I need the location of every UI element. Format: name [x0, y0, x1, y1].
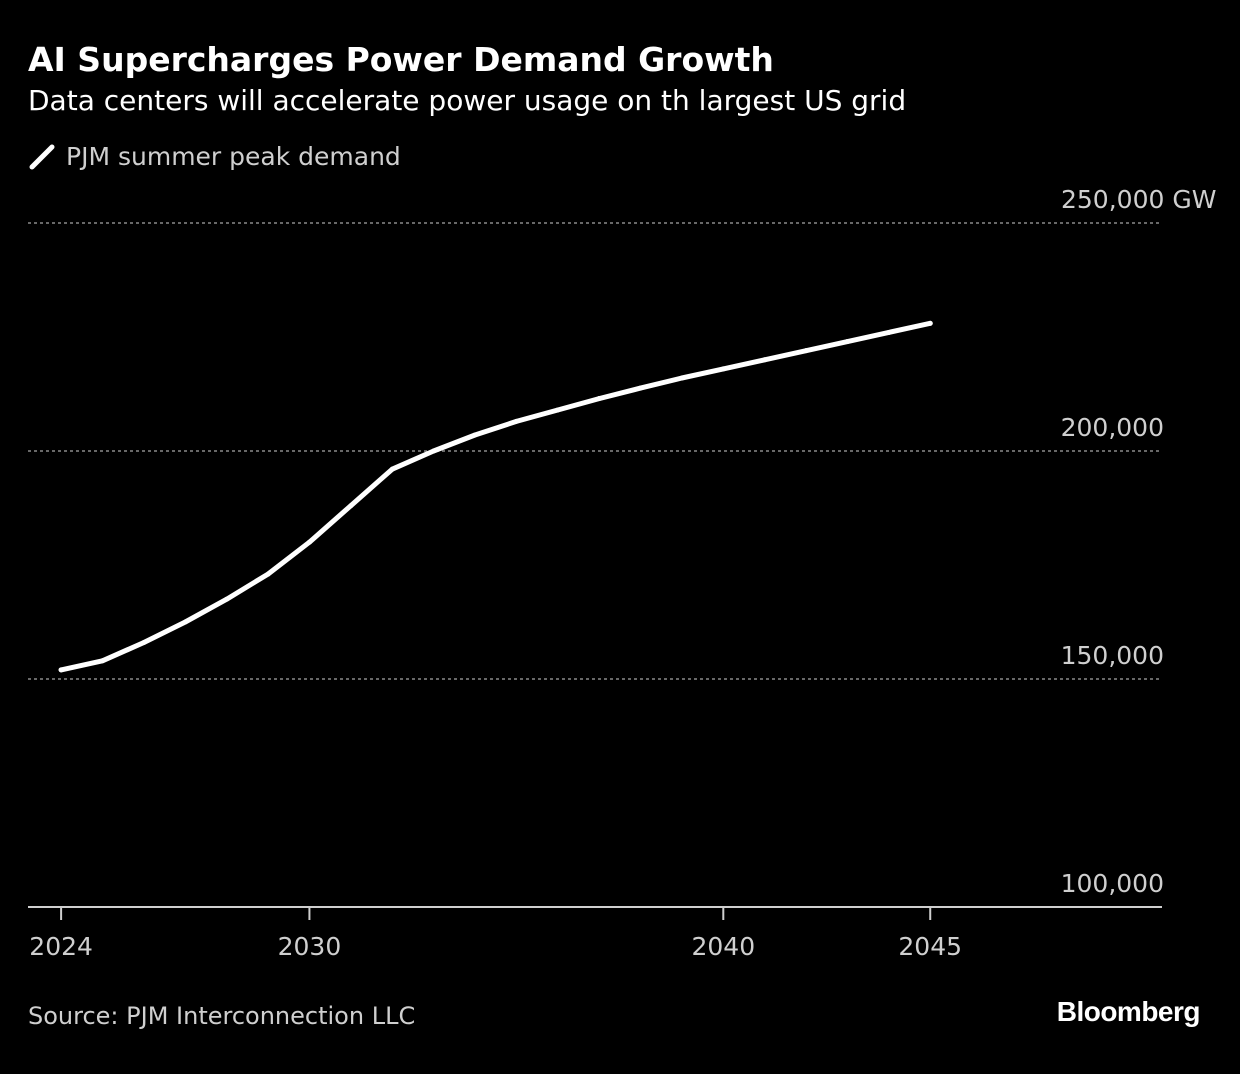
data-point: [513, 418, 519, 424]
x-tick-label: 2040: [691, 932, 755, 961]
data-point: [472, 432, 478, 438]
chart-title: AI Supercharges Power Demand Growth: [28, 40, 774, 79]
data-point: [141, 640, 147, 646]
x-axis: [28, 906, 1162, 920]
legend: PJM summer peak demand: [28, 142, 401, 171]
data-point: [555, 407, 561, 413]
data-point: [803, 348, 809, 354]
chart-subtitle: Data centers will accelerate power usage…: [28, 84, 907, 117]
y-tick-label: 150,000: [1061, 641, 1164, 670]
legend-line-icon: [29, 144, 55, 169]
data-point: [99, 658, 105, 664]
data-point: [927, 320, 933, 326]
data-point: [762, 357, 768, 363]
source-note: Source: PJM Interconnection LLC: [28, 1002, 416, 1030]
y-axis-labels: 100,000 150,000 200,000 250,000 GW: [1061, 185, 1217, 898]
y-tick-label: 200,000: [1061, 413, 1164, 442]
data-point: [224, 596, 230, 602]
data-point: [265, 571, 271, 577]
data-point: [596, 396, 602, 402]
series-layer: [58, 320, 933, 673]
series-line: [58, 320, 933, 673]
data-point: [720, 366, 726, 372]
x-tick-label: 2045: [898, 932, 962, 961]
y-tick-label: 100,000: [1061, 869, 1164, 898]
data-point: [431, 448, 437, 454]
x-tick-label: 2024: [29, 932, 93, 961]
bloomberg-logo: Bloomberg: [1056, 996, 1201, 1027]
x-tick-label: 2030: [278, 932, 342, 961]
data-point: [348, 503, 354, 509]
data-point: [844, 339, 850, 345]
grid-layer: [28, 222, 1162, 680]
data-point: [389, 466, 395, 472]
data-point: [679, 375, 685, 381]
y-tick-label: 250,000 GW: [1061, 185, 1216, 214]
x-axis-labels: 2024 2030 2040 2045: [29, 932, 962, 961]
data-point: [58, 667, 64, 673]
data-point: [638, 385, 644, 391]
legend-label: PJM summer peak demand: [66, 142, 401, 171]
data-point: [182, 619, 188, 625]
data-point: [306, 539, 312, 545]
data-point: [886, 329, 892, 335]
